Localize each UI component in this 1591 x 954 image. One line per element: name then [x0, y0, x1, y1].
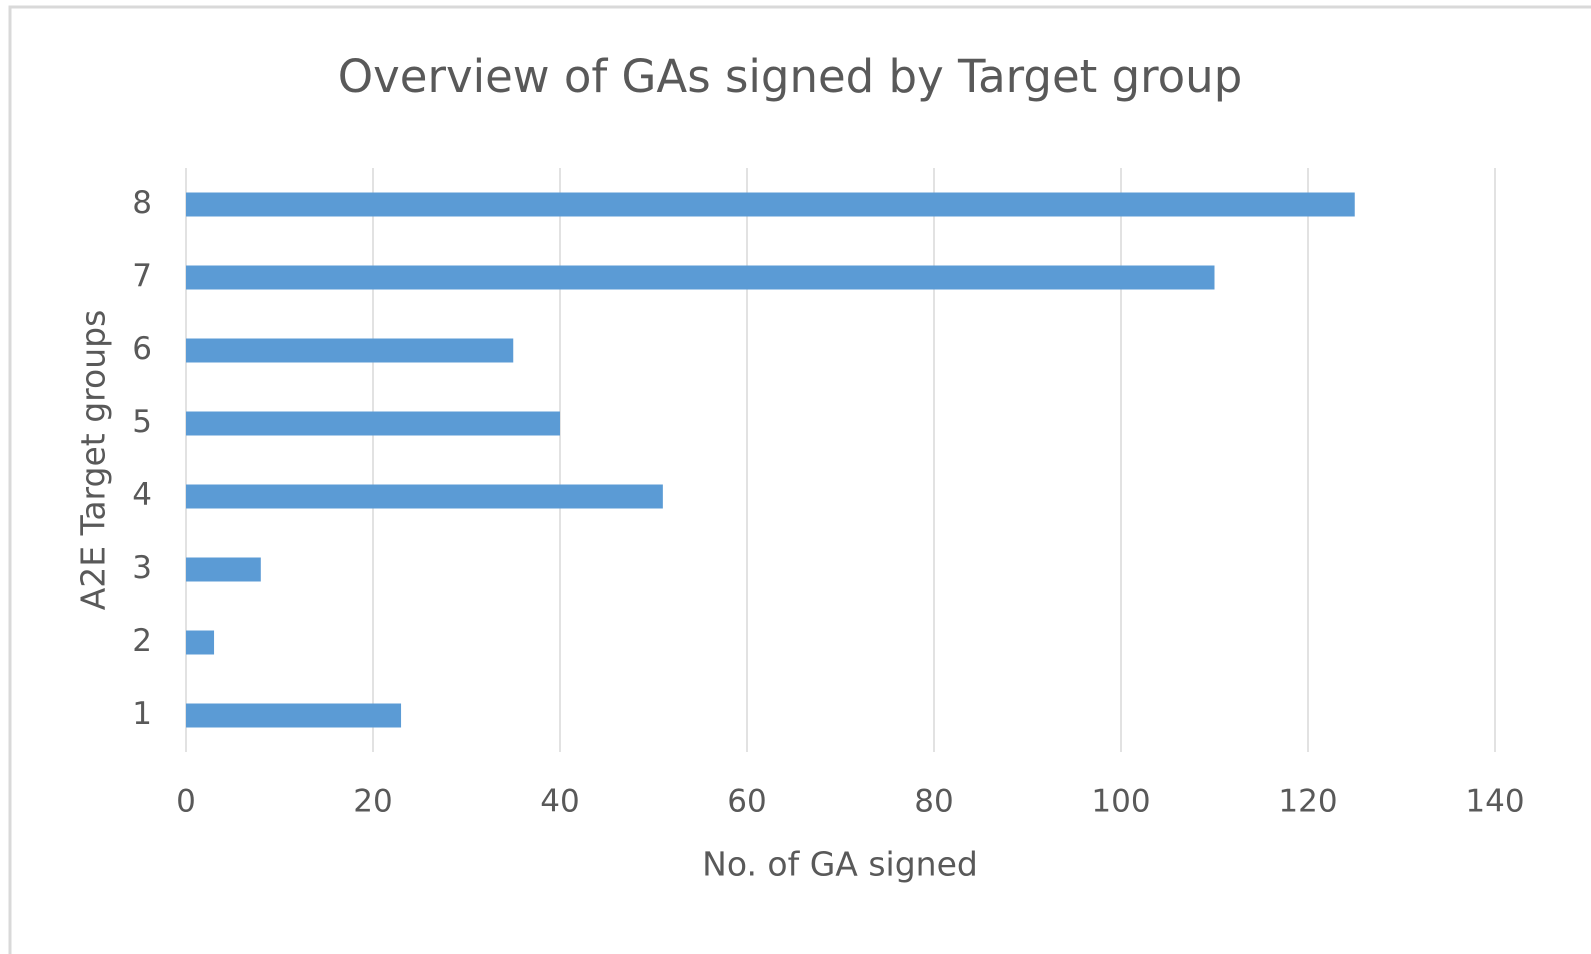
x-tick-label: 100: [1091, 784, 1150, 820]
x-tick-label: 20: [353, 784, 392, 820]
y-tick-label: 6: [132, 331, 152, 367]
x-tick-label: 140: [1465, 784, 1524, 820]
bar: [186, 338, 514, 363]
bar: [186, 557, 261, 582]
y-tick-label: 1: [132, 696, 152, 732]
y-tick-label: 3: [132, 550, 152, 586]
bar: [186, 411, 560, 436]
bar: [186, 192, 1355, 217]
bar: [186, 484, 663, 509]
y-tick-label: 8: [132, 185, 152, 221]
bar: [186, 265, 1215, 290]
y-tick-label: 5: [132, 404, 152, 440]
y-tick-label: 4: [132, 477, 152, 513]
y-tick-label: 7: [132, 258, 152, 294]
x-tick-label: 60: [727, 784, 766, 820]
x-tick-label: 80: [914, 784, 953, 820]
x-tick-label: 120: [1278, 784, 1337, 820]
y-tick-label: 2: [132, 623, 152, 659]
x-axis-title: No. of GA signed: [702, 845, 978, 884]
bar: [186, 630, 215, 655]
bar: [186, 703, 402, 728]
chart-frame: [8, 5, 1591, 954]
y-axis-title: A2E Target groups: [74, 310, 113, 611]
x-tick-label: 40: [540, 784, 579, 820]
x-tick-label: 0: [176, 784, 196, 820]
chart-title: Overview of GAs signed by Target group: [338, 50, 1243, 103]
